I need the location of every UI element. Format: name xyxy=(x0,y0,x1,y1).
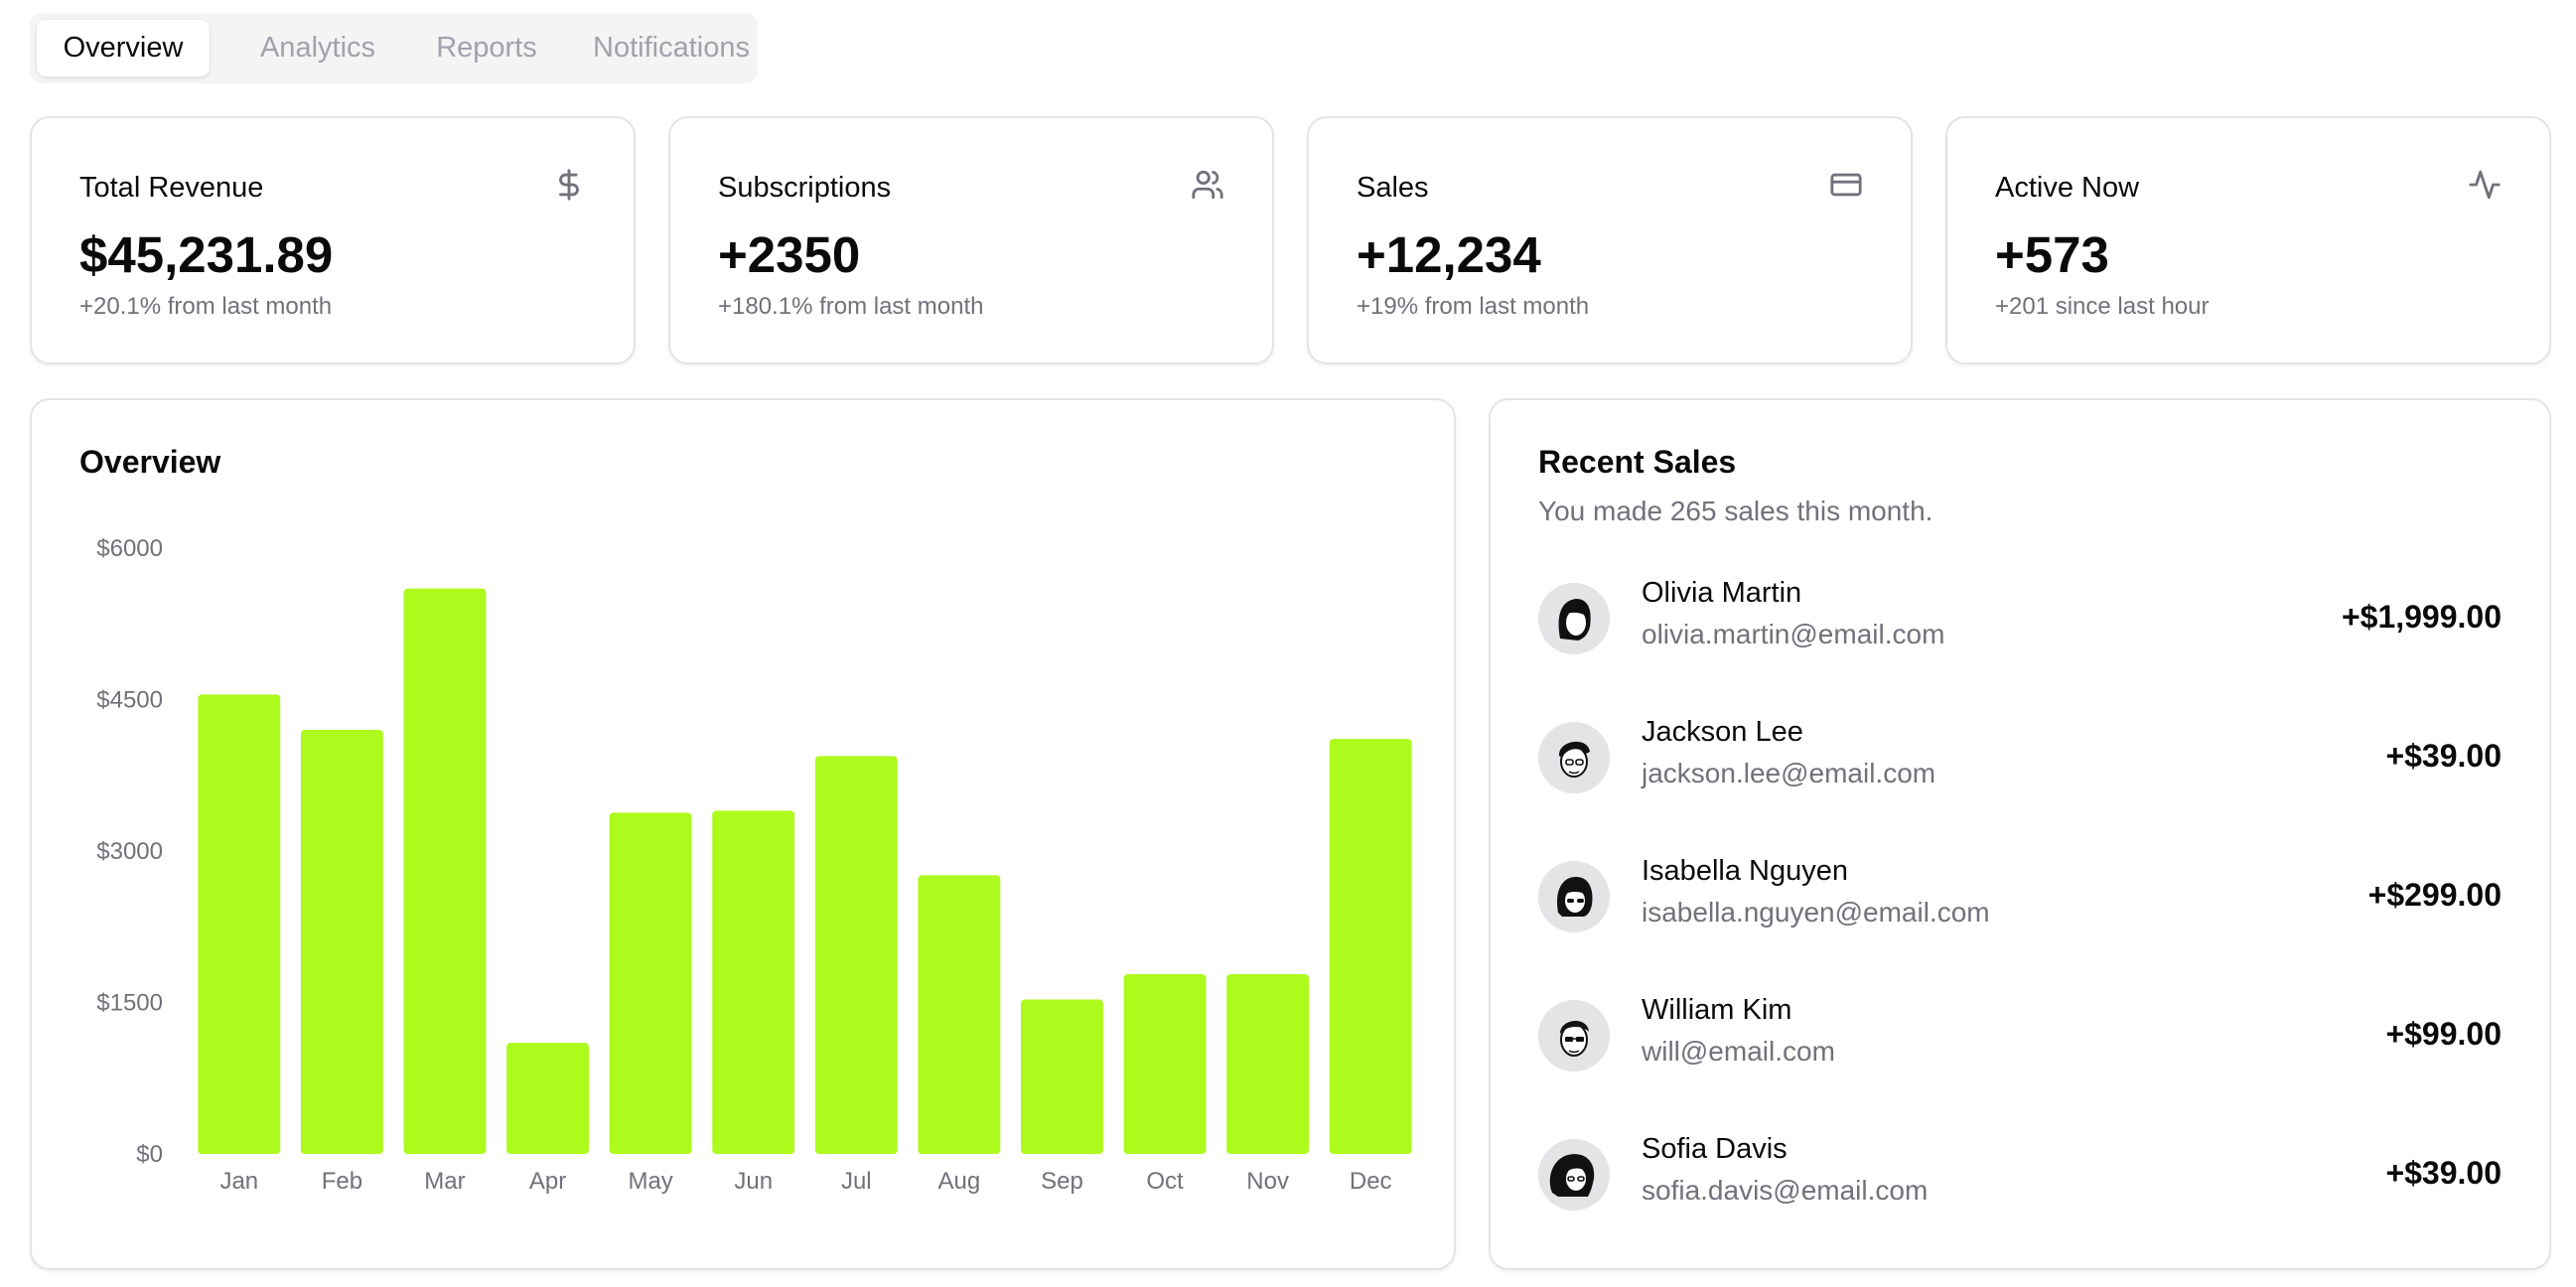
bar-jun[interactable] xyxy=(712,810,795,1154)
bar-dec[interactable] xyxy=(1329,739,1412,1154)
x-tick-label: Feb xyxy=(322,1168,362,1195)
bar-apr[interactable] xyxy=(506,1043,589,1154)
dollar-icon xyxy=(559,169,579,201)
tab-reports[interactable]: Reports xyxy=(436,32,537,64)
x-tick-label: Nov xyxy=(1246,1168,1289,1195)
sale-row: Sofia Davis sofia.davis@email.com +$39.0… xyxy=(1538,1133,2502,1213)
sale-amount: +$39.00 xyxy=(2385,1155,2502,1191)
avatar-icon xyxy=(1538,1139,1610,1211)
y-tick-label: $6000 xyxy=(96,535,163,562)
stat-value: +12,234 xyxy=(1357,226,1541,283)
stat-card-subscriptions: Subscriptions +2350 +180.1% from last mo… xyxy=(668,116,1274,364)
stat-title: Sales xyxy=(1357,172,1429,204)
sale-amount: +$39.00 xyxy=(2385,738,2502,774)
y-tick-label: $4500 xyxy=(96,687,163,714)
y-tick-label: $1500 xyxy=(96,990,163,1017)
stat-change: +180.1% from last month xyxy=(718,293,984,320)
x-tick-label: Oct xyxy=(1146,1168,1184,1195)
stat-title: Subscriptions xyxy=(718,172,892,204)
customer-name: Jackson Lee xyxy=(1642,716,1803,748)
customer-email: will@email.com xyxy=(1642,1036,1835,1067)
sale-amount: +$299.00 xyxy=(2367,877,2502,913)
sale-amount: +$1,999.00 xyxy=(2341,599,2502,635)
customer-email: jackson.lee@email.com xyxy=(1642,758,1936,788)
avatar-icon xyxy=(1538,583,1610,654)
bar-feb[interactable] xyxy=(300,730,383,1154)
bar-nov[interactable] xyxy=(1226,974,1310,1154)
users-icon xyxy=(1192,170,1223,200)
x-tick-label: May xyxy=(628,1168,672,1195)
customer-name: Isabella Nguyen xyxy=(1642,855,1848,887)
sale-amount: +$99.00 xyxy=(2385,1016,2502,1052)
tab-notifications[interactable]: Notifications xyxy=(593,32,750,64)
x-tick-label: Apr xyxy=(529,1168,566,1195)
recent-sales-title: Recent Sales xyxy=(1538,444,1737,480)
stat-change: +20.1% from last month xyxy=(79,293,333,320)
stat-change: +201 since last hour xyxy=(1995,293,2210,320)
tab-analytics[interactable]: Analytics xyxy=(259,32,376,64)
stat-card-total-revenue: Total Revenue $45,231.89 +20.1% from las… xyxy=(30,116,636,364)
stat-title: Active Now xyxy=(1995,172,2140,204)
overview-bar-chart: $0 $1500 $3000 $4500 $6000 Jan Feb Mar Apr May Jun… xyxy=(96,535,1412,1195)
stat-card-sales: Sales +12,234 +19% from last month xyxy=(1307,116,1913,364)
avatar-icon xyxy=(1538,722,1610,793)
bar-sep[interactable] xyxy=(1021,999,1103,1154)
stat-value: +2350 xyxy=(718,226,861,283)
y-tick-label: $3000 xyxy=(96,838,163,865)
sale-row: Jackson Lee jackson.lee@email.com +$39.0… xyxy=(1538,716,2502,795)
customer-email: sofia.davis@email.com xyxy=(1642,1175,1929,1206)
credit-card-icon xyxy=(1830,173,1862,197)
x-tick-label: Jan xyxy=(219,1168,258,1195)
stat-value: +573 xyxy=(1995,226,2109,283)
bar-mar[interactable] xyxy=(403,588,487,1154)
overview-title: Overview xyxy=(79,444,221,480)
stat-change: +19% from last month xyxy=(1357,293,1590,320)
recent-sales-description: You made 265 sales this month. xyxy=(1538,496,1933,526)
bar-jan[interactable] xyxy=(198,694,281,1154)
customer-name: Olivia Martin xyxy=(1642,577,1802,609)
bar-may[interactable] xyxy=(609,812,692,1154)
sale-row: Isabella Nguyen isabella.nguyen@email.co… xyxy=(1538,855,2502,934)
x-tick-label: Mar xyxy=(424,1168,465,1195)
x-tick-label: Dec xyxy=(1350,1168,1392,1195)
bar-aug[interactable] xyxy=(918,875,1001,1154)
stat-card-active-now: Active Now +573 +201 since last hour xyxy=(1945,116,2551,364)
customer-email: olivia.martin@email.com xyxy=(1642,619,1945,649)
tab-list: Overview Analytics Reports Notifications xyxy=(30,13,758,83)
overview-card: Overview $0 $1500 $3000 $4500 $6000 Jan Feb Mar… xyxy=(30,398,1456,1270)
bar-oct[interactable] xyxy=(1123,974,1207,1154)
sale-row: William Kim will@email.com +$99.00 xyxy=(1538,994,2502,1073)
avatar-icon xyxy=(1538,1000,1610,1072)
y-tick-label: $0 xyxy=(136,1141,163,1168)
recent-sales-card: Recent Sales You made 265 sales this mon… xyxy=(1489,398,2551,1270)
customer-name: William Kim xyxy=(1642,994,1792,1026)
bar-jul[interactable] xyxy=(814,756,898,1154)
customer-name: Sofia Davis xyxy=(1642,1133,1788,1165)
tab-overview[interactable]: Overview xyxy=(37,20,210,76)
x-tick-label: Jun xyxy=(734,1168,773,1195)
avatar-icon xyxy=(1538,861,1610,932)
x-tick-label: Sep xyxy=(1041,1168,1083,1195)
sale-row: Olivia Martin olivia.martin@email.com +$… xyxy=(1538,577,2502,656)
customer-email: isabella.nguyen@email.com xyxy=(1642,897,1990,928)
stat-title: Total Revenue xyxy=(79,172,264,204)
x-tick-label: Aug xyxy=(938,1168,981,1195)
activity-icon xyxy=(2469,170,2501,200)
stat-value: $45,231.89 xyxy=(79,226,334,283)
x-tick-label: Jul xyxy=(841,1168,872,1195)
